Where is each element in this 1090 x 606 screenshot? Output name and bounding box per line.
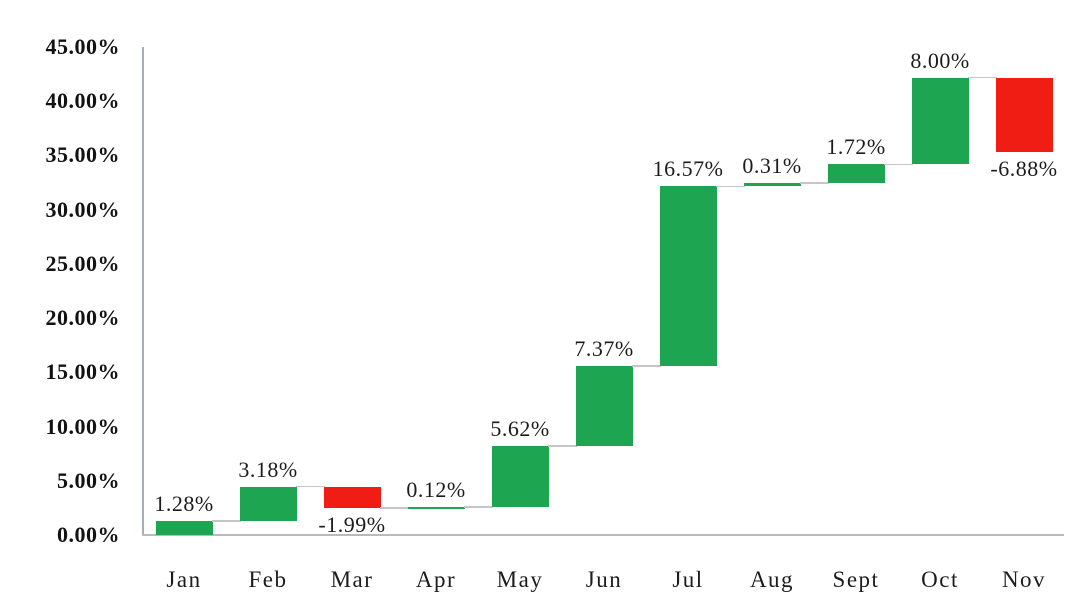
y-tick-label-500: 5.00% [57, 467, 120, 493]
bar-value-label-mar: -1.99% [318, 512, 386, 538]
bar-value-label-apr: 0.12% [406, 476, 466, 502]
connector-jun-jul [631, 365, 661, 367]
y-tick-label-000: 0.00% [57, 522, 120, 547]
bar-value-label-jan: 1.28% [154, 491, 214, 517]
y-tick-label-2500: 25.00% [45, 250, 120, 276]
bar-mar [323, 486, 381, 509]
y-tick-label-1500: 15.00% [45, 359, 120, 385]
x-axis-label-mar: Mar [330, 567, 374, 592]
bar-oct [911, 77, 969, 165]
connector-feb-mar [295, 485, 325, 488]
x-axis-line [142, 534, 1064, 536]
connector-sept-oct [883, 163, 913, 166]
x-axis-label-jan: Jan [166, 567, 202, 592]
y-tick-label-4000: 40.00% [45, 88, 120, 114]
y-tick-label-1000: 10.00% [45, 413, 120, 439]
bar-value-label-aug: 0.31% [742, 152, 802, 178]
x-axis-label-aug: Aug [749, 567, 795, 592]
bar-jan [155, 521, 213, 535]
bar-nov [995, 77, 1053, 153]
bar-value-label-jul: 16.57% [652, 156, 724, 182]
x-axis-label-jun: Jun [585, 567, 623, 592]
x-axis-label-oct: Oct [921, 567, 959, 592]
connector-mar-apr [379, 507, 409, 509]
y-tick-label-3000: 30.00% [45, 196, 120, 222]
y-tick-label-2000: 20.00% [45, 305, 120, 331]
bar-value-label-jun: 7.37% [574, 336, 634, 362]
connector-apr-may [463, 506, 493, 508]
bar-apr [407, 506, 465, 510]
y-tick-label-4500: 45.00% [45, 34, 120, 59]
bar-value-label-sept: 1.72% [826, 134, 886, 160]
bar-feb [239, 486, 297, 522]
x-axis-label-may: May [496, 567, 544, 592]
connector-aug-sept [799, 182, 829, 184]
x-axis-label-jul: Jul [672, 567, 704, 592]
bar-may [491, 445, 549, 507]
bar-value-label-oct: 8.00% [910, 47, 970, 73]
bar-aug [743, 182, 801, 187]
y-tick-label-3500: 35.00% [45, 142, 120, 168]
y-axis-line [142, 47, 144, 535]
bar-sept [827, 164, 885, 183]
bar-jul [659, 186, 717, 367]
bar-value-label-feb: 3.18% [238, 456, 298, 482]
bar-value-label-nov: -6.88% [990, 156, 1058, 182]
bar-value-label-may: 5.62% [490, 415, 550, 441]
bar-jun [575, 366, 633, 446]
x-axis-label-feb: Feb [248, 567, 288, 592]
connector-oct-nov [967, 76, 997, 79]
connector-may-jun [547, 445, 577, 447]
x-axis-label-nov: Nov [1001, 567, 1047, 592]
connector-jul-aug [715, 185, 745, 188]
x-axis-label-sept: Sept [832, 567, 880, 592]
x-axis-label-apr: Apr [415, 567, 457, 592]
connector-jan-feb [211, 520, 241, 522]
